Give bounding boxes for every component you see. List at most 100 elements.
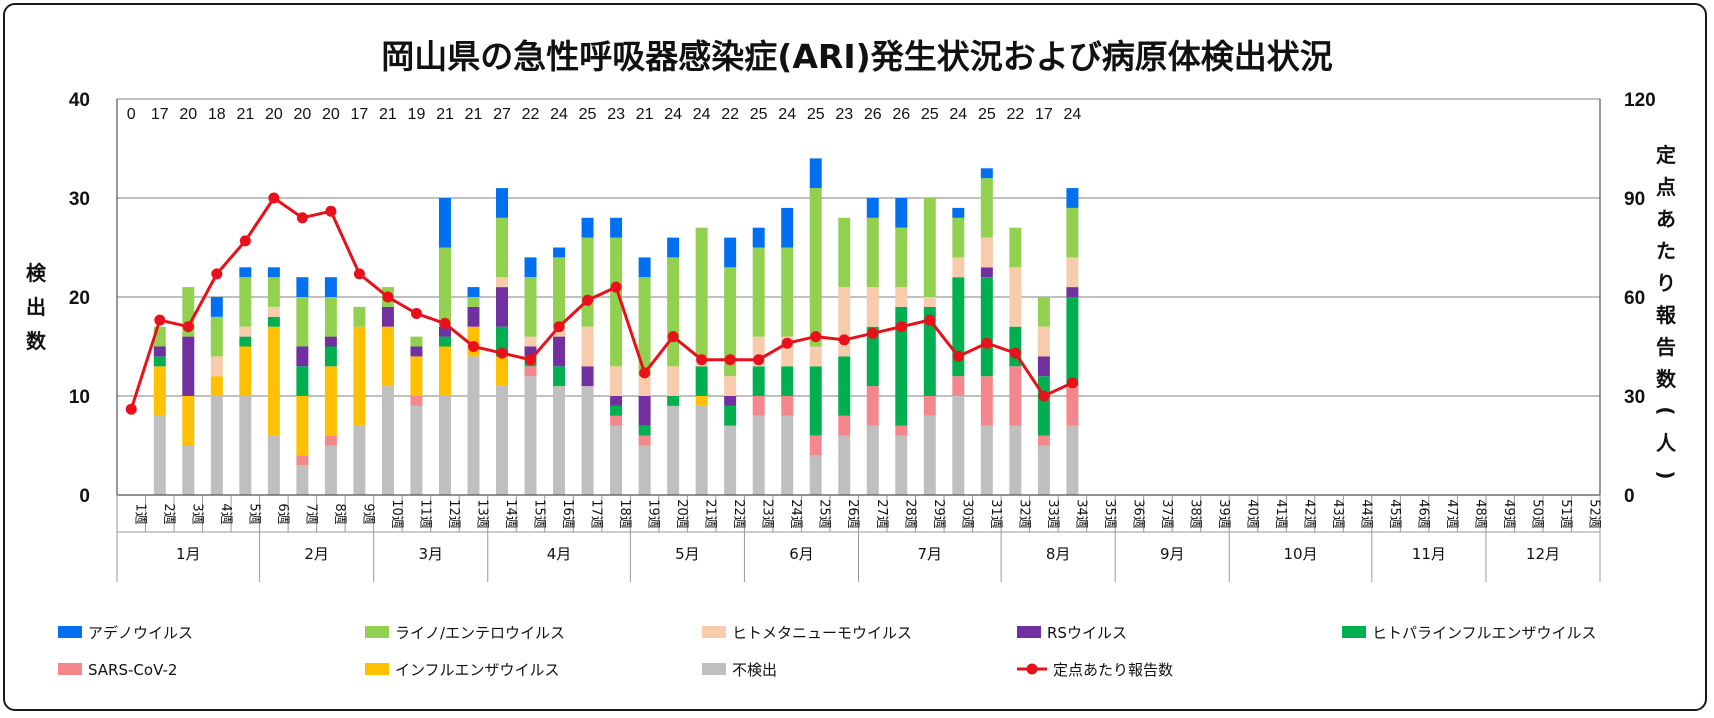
month-label: 6月 — [789, 545, 814, 563]
sample-count-label: 25 — [921, 106, 939, 123]
bar-segment — [553, 257, 566, 327]
bar-segment — [1066, 386, 1079, 426]
sample-count-label: 20 — [265, 106, 283, 123]
bar-segment — [296, 346, 309, 367]
bar-segment — [1009, 326, 1022, 367]
bar-segment — [239, 396, 252, 495]
week-tick-label: 51週 — [1558, 499, 1573, 529]
bar-segment — [724, 396, 737, 406]
bar-segment — [296, 297, 309, 347]
week-tick-label: 10週 — [389, 499, 404, 529]
week-tick-label: 16週 — [560, 499, 575, 529]
week-tick-label: 3週 — [189, 503, 204, 524]
bar-segment — [553, 247, 566, 258]
bar-segment — [1066, 287, 1079, 297]
bar-segment — [695, 227, 708, 357]
report-point — [154, 314, 166, 326]
legend-swatch — [1342, 626, 1366, 638]
report-point — [1066, 377, 1078, 389]
bar-segment — [353, 306, 366, 327]
y2-axis-title-char: た — [1656, 239, 1676, 263]
bar-segment — [1066, 188, 1079, 208]
week-tick-label: 29週 — [931, 499, 946, 529]
legend-swatch — [58, 626, 82, 638]
bar-segment — [752, 366, 765, 396]
bar-segment — [638, 425, 651, 436]
bar-segment — [638, 277, 651, 377]
bar-segment — [153, 326, 166, 347]
bar-segment — [752, 247, 765, 337]
bar-segment — [667, 396, 680, 406]
bar-segment — [980, 237, 993, 268]
legend-label: インフルエンザウイルス — [395, 661, 560, 679]
legend-label: 不検出 — [732, 661, 777, 679]
bar-segment — [410, 356, 423, 396]
bar-segment — [1066, 425, 1079, 495]
week-tick-label: 1週 — [132, 503, 147, 524]
sample-count-label: 21 — [379, 106, 397, 123]
bar-segment — [553, 336, 566, 367]
week-tick-label: 37週 — [1159, 499, 1174, 529]
bar-segment — [438, 396, 451, 495]
bar-segment — [239, 336, 252, 347]
bar-segment — [496, 217, 508, 278]
y-axis-title-char: 検 — [26, 261, 47, 285]
bar-segment — [838, 415, 851, 436]
sample-count-label: 23 — [607, 106, 625, 123]
bar-segment — [153, 356, 166, 367]
sample-count-label: 20 — [322, 106, 340, 123]
week-tick-label: 13週 — [474, 499, 489, 529]
bar-segment — [781, 207, 794, 248]
report-point — [867, 327, 879, 339]
chart-frame — [3, 3, 1707, 711]
sample-count-label: 22 — [1006, 106, 1024, 123]
sample-count-label: 24 — [1063, 106, 1081, 123]
bar-segment — [496, 386, 508, 495]
week-tick-label: 9週 — [360, 503, 375, 524]
sample-count-label: 24 — [664, 106, 682, 123]
week-tick-label: 22週 — [731, 499, 746, 529]
bar-segment — [695, 366, 708, 396]
y2-axis-title-char: ( — [1654, 406, 1678, 415]
bar-segment — [1009, 227, 1022, 268]
bar-segment — [296, 366, 309, 396]
week-tick-label: 48週 — [1473, 499, 1488, 529]
bar-segment — [438, 198, 451, 248]
week-tick-label: 36週 — [1130, 499, 1145, 529]
month-label: 9月 — [1160, 545, 1185, 563]
week-tick-label: 43週 — [1330, 499, 1345, 529]
bar-segment — [467, 356, 480, 495]
legend-swatch — [702, 663, 726, 675]
bar-segment — [438, 336, 451, 347]
bar-segment — [838, 287, 851, 357]
bar-segment — [239, 346, 252, 396]
month-label: 11月 — [1412, 545, 1446, 563]
bar-segment — [438, 247, 451, 327]
week-tick-label: 20週 — [674, 499, 689, 529]
bar-segment — [353, 326, 366, 426]
bar-segment — [610, 237, 623, 367]
legend-label: ヒトパラインフルエンザウイルス — [1372, 624, 1597, 642]
bar-segment — [524, 277, 537, 337]
report-point — [467, 341, 479, 352]
bar-segment — [524, 336, 537, 347]
sample-count-label: 25 — [579, 106, 597, 123]
week-tick-label: 42週 — [1302, 499, 1317, 529]
bar-segment — [410, 346, 423, 357]
report-point — [753, 354, 765, 366]
y2-axis-title-char: 人 — [1656, 431, 1677, 455]
report-point — [924, 314, 936, 326]
bar-segment — [610, 425, 623, 495]
month-label: 7月 — [918, 545, 943, 563]
y-tick-label: 0 — [79, 486, 90, 507]
bar-segment — [210, 316, 223, 357]
week-tick-label: 34週 — [1073, 499, 1088, 529]
bar-segment — [210, 297, 223, 317]
week-tick-label: 5週 — [246, 503, 261, 524]
report-point — [182, 321, 194, 333]
bar-segment — [1037, 376, 1050, 436]
bar-segment — [610, 217, 623, 238]
line-series — [125, 192, 1078, 415]
bar-segment — [496, 277, 508, 288]
